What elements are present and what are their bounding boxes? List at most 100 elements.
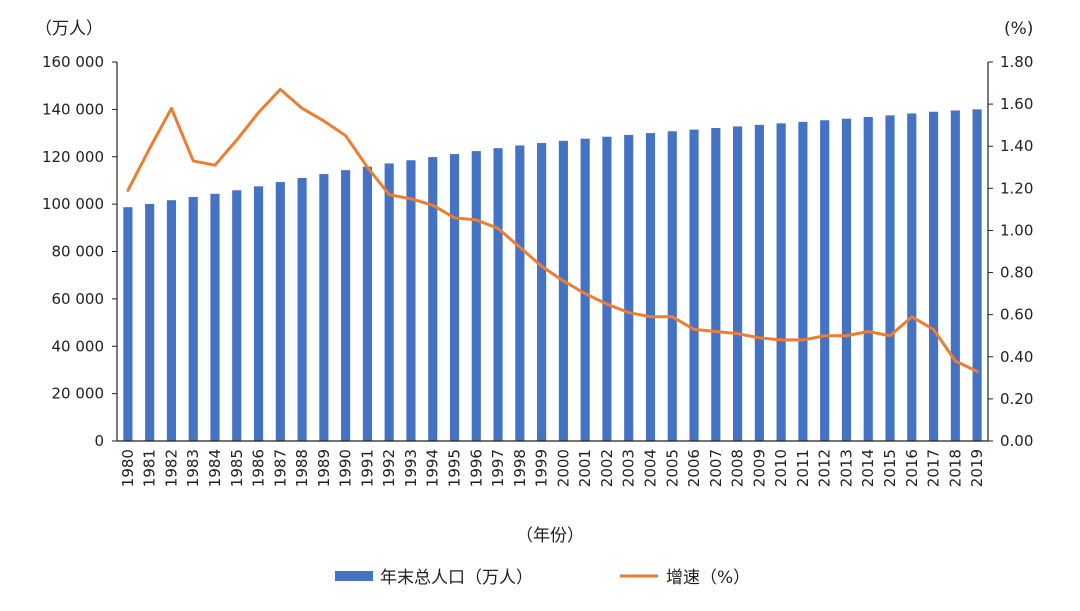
legend-bar-label: 年末总人口（万人） [380,568,533,588]
legend: 年末总人口（万人） 增速（%） [335,568,750,588]
x-tick-label: 1986 [250,449,268,487]
x-tick-label: 1994 [424,449,442,487]
x-tick-label: 2012 [816,449,834,487]
population-bar [341,170,351,441]
population-bars [123,109,982,442]
population-bar [515,145,525,441]
x-tick-label: 2019 [968,449,986,487]
x-tick-label: 2006 [685,449,703,487]
x-tick-label: 1984 [206,449,224,487]
population-bar [558,140,568,441]
population-bar [667,131,677,441]
population-bar [493,148,503,441]
left-axis-unit: （万人） [35,19,103,39]
population-bar [885,115,895,441]
x-tick-label: 1988 [293,449,311,487]
population-bar [428,157,438,441]
x-tick-label: 2007 [707,449,725,487]
population-bar [384,163,394,442]
x-tick-label: 1993 [402,449,420,487]
growth-rate-polyline [126,87,979,374]
population-bar [689,129,699,441]
population-bar [841,118,852,442]
population-bar [907,113,917,441]
right-tick-label: 0.80 [1000,264,1033,282]
population-bar [275,182,285,441]
population-bar [210,193,220,441]
left-tick-label: 40 000 [52,337,105,355]
left-axis-ticks: 0 20 000 40 000 60 000 80 000 100 000 120 000 1… [42,53,117,450]
population-bar [754,124,764,441]
population-bar [863,116,873,442]
chart-axes [116,62,989,442]
population-bar [188,196,198,441]
left-tick-label: 80 000 [52,243,105,261]
x-tick-label: 1982 [162,449,180,487]
left-tick-label: 160 000 [42,53,104,71]
population-bar [406,160,416,441]
x-tick-label: 1985 [228,449,246,487]
population-bar [471,151,481,441]
population-bar [232,190,242,441]
right-tick-label: 0.60 [1000,306,1033,324]
right-tick-label: 1.80 [1000,53,1033,71]
x-tick-label: 1989 [315,449,333,487]
population-bar [362,166,372,441]
population-bar [624,134,634,441]
x-tick-label: 1991 [358,449,376,487]
right-tick-label: 1.20 [1000,179,1033,197]
population-bar [711,128,721,442]
population-bar [950,110,960,441]
x-tick-label: 2010 [772,449,790,487]
legend-line-label: 增速（%） [666,568,750,588]
x-tick-label: 1995 [446,449,464,487]
right-tick-label: 1.60 [1000,95,1033,113]
x-tick-label: 2018 [946,449,964,487]
population-bar [798,121,808,441]
x-tick-label: 1980 [119,449,137,487]
right-tick-label: 1.00 [1000,221,1033,239]
x-tick-label: 2008 [729,449,747,487]
population-bar [733,126,743,441]
population-bar [253,186,264,441]
right-axis-ticks: 0.00 0.20 0.40 0.60 0.80 1.00 1.20 1.40 1.60 1.80 [988,53,1033,450]
population-bar [645,133,656,441]
x-tick-label: 1983 [184,449,202,487]
population-bar [319,174,329,441]
population-bar [972,109,982,441]
population-bar [537,143,547,441]
population-bar [602,136,612,441]
x-tick-label: 2003 [620,449,638,487]
x-tick-label: 1997 [489,449,507,487]
x-tick-label: 2014 [859,449,877,487]
x-tick-label: 2011 [794,449,812,487]
x-tick-label: 2016 [903,449,921,487]
population-bar [123,207,133,441]
population-bar [297,178,307,442]
population-bar [145,203,155,441]
x-tick-label: 1987 [271,449,289,487]
x-tick-label: 2000 [554,449,572,487]
x-tick-label: 2017 [925,449,943,487]
x-tick-label: 1990 [337,449,355,487]
right-tick-label: 0.40 [1000,348,1033,366]
legend-bar-swatch [335,571,373,581]
left-tick-label: 0 [94,432,104,450]
x-tick-label: 1999 [533,449,551,487]
x-tick-label: 2005 [663,449,681,487]
x-axis-ticks: 1980 1981 1982 1983 1984 1985 1986 1987 1988 1989… [119,449,986,487]
x-axis-label: （年份） [516,526,584,546]
x-tick-label: 1996 [467,449,485,487]
right-tick-label: 1.40 [1000,137,1033,155]
x-tick-label: 1998 [511,449,529,487]
left-tick-label: 20 000 [52,385,105,403]
population-bar [820,120,830,441]
left-tick-label: 60 000 [52,290,105,308]
population-bar [776,123,786,441]
growth-rate-line [126,87,979,374]
x-tick-label: 2009 [750,449,768,487]
population-bar [166,200,177,441]
right-tick-label: 0.00 [1000,432,1033,450]
x-tick-label: 1992 [380,449,398,487]
population-bar [928,111,939,442]
